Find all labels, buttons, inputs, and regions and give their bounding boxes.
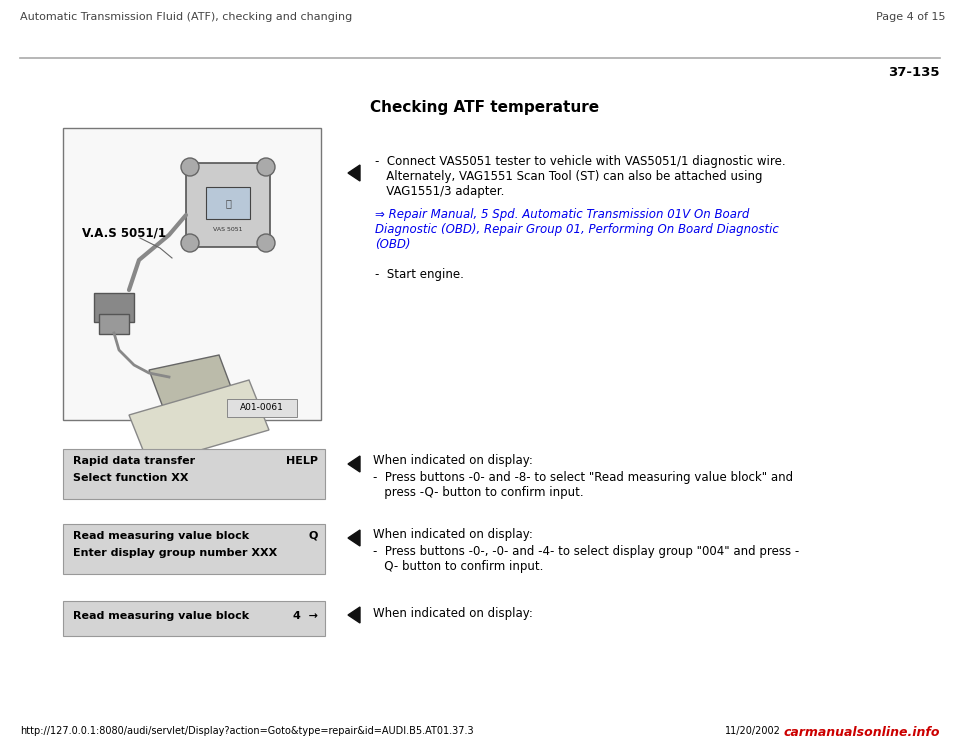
Text: 37-135: 37-135 [889,66,940,79]
Text: When indicated on display:: When indicated on display: [373,607,533,620]
Text: Q- button to confirm input.: Q- button to confirm input. [373,560,543,573]
Text: V.A.S 5051/1: V.A.S 5051/1 [82,226,166,239]
Polygon shape [149,355,234,410]
Text: HELP: HELP [286,456,318,466]
Text: Checking ATF temperature: Checking ATF temperature [370,100,599,115]
Text: http://127.0.0.1:8080/audi/servlet/Display?action=Goto&type=repair&id=AUDI.B5.AT: http://127.0.0.1:8080/audi/servlet/Displ… [20,726,473,736]
FancyBboxPatch shape [63,449,325,499]
Text: Read measuring value block: Read measuring value block [73,611,250,621]
Text: 🚗: 🚗 [225,198,231,208]
FancyBboxPatch shape [186,163,270,247]
FancyBboxPatch shape [94,293,134,322]
Polygon shape [348,607,360,623]
Text: ⇒ Repair Manual, 5 Spd. Automatic Transmission 01V On Board: ⇒ Repair Manual, 5 Spd. Automatic Transm… [375,208,750,221]
Text: Read measuring value block: Read measuring value block [73,531,250,541]
Circle shape [257,158,275,176]
Text: carmanualsonline.info: carmanualsonline.info [783,726,940,739]
Text: press -Q- button to confirm input.: press -Q- button to confirm input. [373,486,584,499]
FancyBboxPatch shape [227,399,297,417]
Text: VAS 5051: VAS 5051 [213,227,243,232]
Text: Alternately, VAG1551 Scan Tool (ST) can also be attached using: Alternately, VAG1551 Scan Tool (ST) can … [375,170,762,183]
FancyBboxPatch shape [63,601,325,636]
FancyBboxPatch shape [206,187,250,219]
Polygon shape [348,456,360,472]
Text: Enter display group number XXX: Enter display group number XXX [73,548,277,558]
Text: Q: Q [308,531,318,541]
Text: Page 4 of 15: Page 4 of 15 [876,12,945,22]
Polygon shape [129,380,269,465]
FancyBboxPatch shape [99,314,129,334]
Text: Select function XX: Select function XX [73,473,188,483]
Text: When indicated on display:: When indicated on display: [373,454,533,467]
Text: Rapid data transfer: Rapid data transfer [73,456,195,466]
Text: When indicated on display:: When indicated on display: [373,528,533,541]
Text: -  Connect VAS5051 tester to vehicle with VAS5051/1 diagnostic wire.: - Connect VAS5051 tester to vehicle with… [375,155,785,168]
Text: -  Start engine.: - Start engine. [375,268,464,281]
Text: Automatic Transmission Fluid (ATF), checking and changing: Automatic Transmission Fluid (ATF), chec… [20,12,352,22]
Circle shape [257,234,275,252]
Text: (OBD): (OBD) [375,238,411,251]
Text: 4  →: 4 → [293,611,318,621]
Text: Diagnostic (OBD), Repair Group 01, Performing On Board Diagnostic: Diagnostic (OBD), Repair Group 01, Perfo… [375,223,779,236]
Text: -  Press buttons -0- and -8- to select "Read measuring value block" and: - Press buttons -0- and -8- to select "R… [373,471,793,484]
Text: A01-0061: A01-0061 [240,404,284,413]
Circle shape [181,234,199,252]
FancyBboxPatch shape [63,128,321,420]
FancyBboxPatch shape [63,524,325,574]
Text: -  Press buttons -0-, -0- and -4- to select display group "004" and press -: - Press buttons -0-, -0- and -4- to sele… [373,545,800,558]
Text: VAG1551/3 adapter.: VAG1551/3 adapter. [375,185,504,198]
Text: 11/20/2002: 11/20/2002 [725,726,780,736]
Polygon shape [348,165,360,181]
Circle shape [181,158,199,176]
Polygon shape [348,530,360,546]
